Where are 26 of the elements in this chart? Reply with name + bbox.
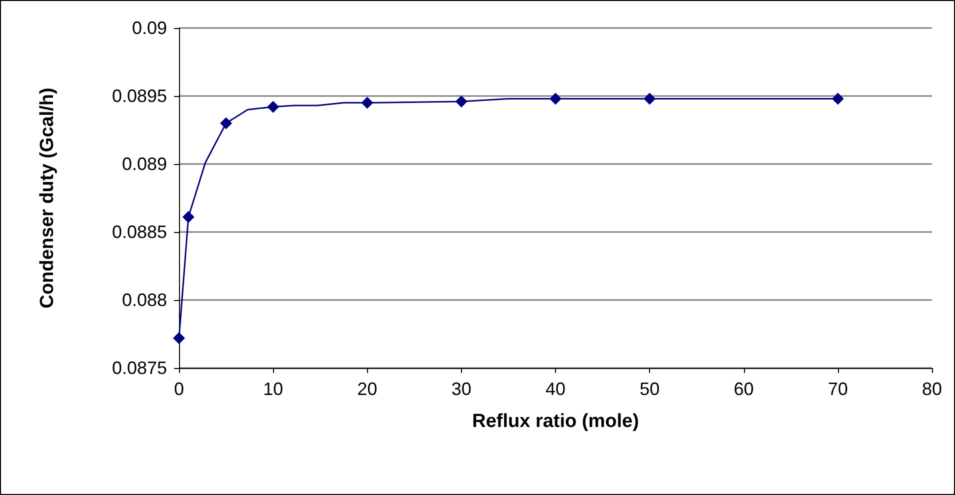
y-tick-label: 0.0885 — [112, 222, 167, 242]
y-tick-label: 0.0895 — [112, 86, 167, 106]
x-tick-label: 40 — [545, 379, 566, 399]
y-tick-label: 0.089 — [122, 154, 167, 174]
x-tick-label: 80 — [922, 379, 942, 399]
x-tick-label: 30 — [451, 379, 472, 399]
x-tick-label: 70 — [828, 379, 848, 399]
point — [832, 92, 844, 105]
point — [455, 95, 468, 108]
point — [644, 92, 656, 105]
point — [267, 100, 280, 113]
point — [182, 211, 194, 224]
x-tick-label: 10 — [263, 379, 284, 399]
x-tick-label: 20 — [357, 379, 378, 399]
x-axis-title: Reflux ratio (mole) — [472, 411, 639, 432]
x-tick-label: 60 — [734, 379, 754, 399]
point — [361, 96, 374, 109]
y-tick-label: 0.09 — [132, 18, 167, 38]
y-axis-title: Condenser duty (Gcal/h) — [37, 88, 58, 308]
y-tick-label: 0.088 — [122, 290, 167, 310]
y-tick-label: 0.0875 — [112, 358, 167, 378]
point — [220, 117, 232, 130]
point — [550, 92, 562, 105]
x-tick-label: 50 — [640, 379, 660, 399]
x-tick-label: 0 — [174, 379, 184, 399]
point — [173, 332, 185, 344]
